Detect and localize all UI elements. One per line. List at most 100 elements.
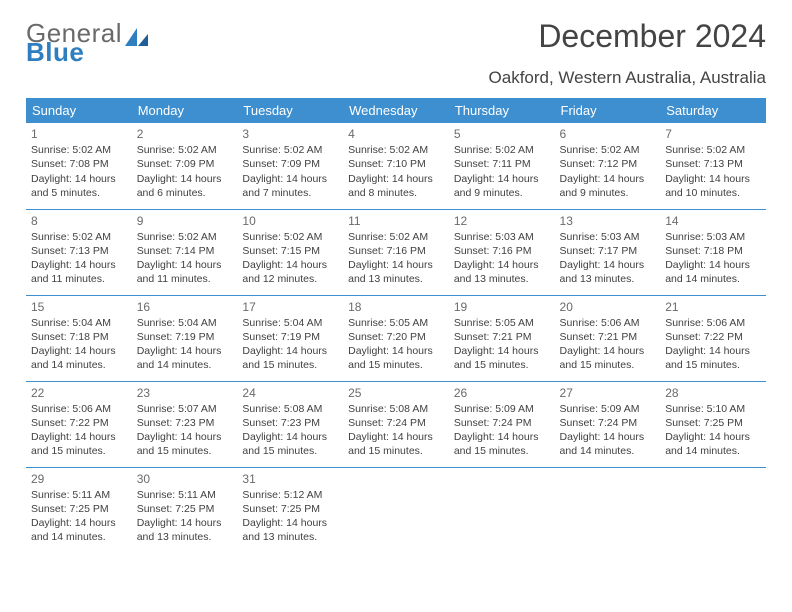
day-number: 2 <box>137 126 233 142</box>
daylight-text: Daylight: 14 hours <box>137 430 233 444</box>
daylight-text-2: and 15 minutes. <box>137 444 233 458</box>
day-number: 27 <box>560 385 656 401</box>
weekday-header: Thursday <box>449 98 555 123</box>
day-number: 23 <box>137 385 233 401</box>
sunrise-text: Sunrise: 5:07 AM <box>137 402 233 416</box>
sunset-text: Sunset: 7:23 PM <box>137 416 233 430</box>
calendar-day-cell: 31Sunrise: 5:12 AMSunset: 7:25 PMDayligh… <box>237 467 343 553</box>
sunrise-text: Sunrise: 5:02 AM <box>454 143 550 157</box>
daylight-text: Daylight: 14 hours <box>242 172 338 186</box>
weekday-header: Tuesday <box>237 98 343 123</box>
daylight-text: Daylight: 14 hours <box>348 344 444 358</box>
daylight-text-2: and 11 minutes. <box>137 272 233 286</box>
daylight-text-2: and 14 minutes. <box>665 272 761 286</box>
daylight-text-2: and 9 minutes. <box>454 186 550 200</box>
calendar-day-cell: 11Sunrise: 5:02 AMSunset: 7:16 PMDayligh… <box>343 209 449 295</box>
sunset-text: Sunset: 7:19 PM <box>242 330 338 344</box>
day-number: 11 <box>348 213 444 229</box>
sunset-text: Sunset: 7:25 PM <box>242 502 338 516</box>
calendar-day-cell: 9Sunrise: 5:02 AMSunset: 7:14 PMDaylight… <box>132 209 238 295</box>
calendar-day-cell: 7Sunrise: 5:02 AMSunset: 7:13 PMDaylight… <box>660 123 766 209</box>
daylight-text-2: and 14 minutes. <box>665 444 761 458</box>
daylight-text: Daylight: 14 hours <box>31 172 127 186</box>
calendar-week-row: 29Sunrise: 5:11 AMSunset: 7:25 PMDayligh… <box>26 467 766 553</box>
calendar-day-cell <box>660 467 766 553</box>
day-number: 17 <box>242 299 338 315</box>
calendar-day-cell: 5Sunrise: 5:02 AMSunset: 7:11 PMDaylight… <box>449 123 555 209</box>
daylight-text-2: and 11 minutes. <box>31 272 127 286</box>
day-number: 13 <box>560 213 656 229</box>
calendar-day-cell: 23Sunrise: 5:07 AMSunset: 7:23 PMDayligh… <box>132 381 238 467</box>
daylight-text: Daylight: 14 hours <box>242 516 338 530</box>
page-title: December 2024 <box>538 18 766 55</box>
weekday-header: Sunday <box>26 98 132 123</box>
daylight-text-2: and 14 minutes. <box>560 444 656 458</box>
sunrise-text: Sunrise: 5:06 AM <box>31 402 127 416</box>
daylight-text: Daylight: 14 hours <box>242 430 338 444</box>
daylight-text-2: and 14 minutes. <box>31 530 127 544</box>
day-number: 7 <box>665 126 761 142</box>
sunrise-text: Sunrise: 5:02 AM <box>348 143 444 157</box>
sunrise-text: Sunrise: 5:06 AM <box>665 316 761 330</box>
sunset-text: Sunset: 7:11 PM <box>454 157 550 171</box>
calendar-day-cell: 29Sunrise: 5:11 AMSunset: 7:25 PMDayligh… <box>26 467 132 553</box>
daylight-text-2: and 10 minutes. <box>665 186 761 200</box>
sunset-text: Sunset: 7:21 PM <box>454 330 550 344</box>
sunset-text: Sunset: 7:12 PM <box>560 157 656 171</box>
calendar-day-cell: 21Sunrise: 5:06 AMSunset: 7:22 PMDayligh… <box>660 295 766 381</box>
daylight-text: Daylight: 14 hours <box>31 516 127 530</box>
sunset-text: Sunset: 7:22 PM <box>665 330 761 344</box>
daylight-text: Daylight: 14 hours <box>137 258 233 272</box>
sunrise-text: Sunrise: 5:02 AM <box>560 143 656 157</box>
calendar-week-row: 1Sunrise: 5:02 AMSunset: 7:08 PMDaylight… <box>26 123 766 209</box>
sunrise-text: Sunrise: 5:05 AM <box>348 316 444 330</box>
weekday-header: Friday <box>555 98 661 123</box>
day-number: 22 <box>31 385 127 401</box>
sunset-text: Sunset: 7:25 PM <box>665 416 761 430</box>
daylight-text: Daylight: 14 hours <box>242 258 338 272</box>
day-number: 18 <box>348 299 444 315</box>
daylight-text: Daylight: 14 hours <box>348 258 444 272</box>
calendar-day-cell: 25Sunrise: 5:08 AMSunset: 7:24 PMDayligh… <box>343 381 449 467</box>
day-number: 25 <box>348 385 444 401</box>
day-number: 21 <box>665 299 761 315</box>
daylight-text-2: and 6 minutes. <box>137 186 233 200</box>
sunrise-text: Sunrise: 5:06 AM <box>560 316 656 330</box>
calendar-day-cell: 17Sunrise: 5:04 AMSunset: 7:19 PMDayligh… <box>237 295 343 381</box>
calendar-day-cell: 14Sunrise: 5:03 AMSunset: 7:18 PMDayligh… <box>660 209 766 295</box>
day-number: 3 <box>242 126 338 142</box>
daylight-text: Daylight: 14 hours <box>137 516 233 530</box>
daylight-text: Daylight: 14 hours <box>560 172 656 186</box>
calendar-day-cell: 13Sunrise: 5:03 AMSunset: 7:17 PMDayligh… <box>555 209 661 295</box>
sunset-text: Sunset: 7:19 PM <box>137 330 233 344</box>
sunset-text: Sunset: 7:09 PM <box>242 157 338 171</box>
day-number: 12 <box>454 213 550 229</box>
sunrise-text: Sunrise: 5:02 AM <box>31 230 127 244</box>
day-number: 8 <box>31 213 127 229</box>
daylight-text: Daylight: 14 hours <box>665 344 761 358</box>
sunrise-text: Sunrise: 5:11 AM <box>31 488 127 502</box>
sunrise-text: Sunrise: 5:04 AM <box>137 316 233 330</box>
calendar-day-cell: 10Sunrise: 5:02 AMSunset: 7:15 PMDayligh… <box>237 209 343 295</box>
day-number: 16 <box>137 299 233 315</box>
sunrise-text: Sunrise: 5:04 AM <box>242 316 338 330</box>
daylight-text-2: and 15 minutes. <box>348 358 444 372</box>
sunrise-text: Sunrise: 5:03 AM <box>560 230 656 244</box>
weekday-header: Saturday <box>660 98 766 123</box>
calendar-day-cell <box>555 467 661 553</box>
sunset-text: Sunset: 7:08 PM <box>31 157 127 171</box>
calendar-day-cell: 19Sunrise: 5:05 AMSunset: 7:21 PMDayligh… <box>449 295 555 381</box>
day-number: 5 <box>454 126 550 142</box>
calendar-day-cell <box>343 467 449 553</box>
sunrise-text: Sunrise: 5:05 AM <box>454 316 550 330</box>
daylight-text: Daylight: 14 hours <box>31 430 127 444</box>
calendar-day-cell: 16Sunrise: 5:04 AMSunset: 7:19 PMDayligh… <box>132 295 238 381</box>
day-number: 19 <box>454 299 550 315</box>
sunset-text: Sunset: 7:09 PM <box>137 157 233 171</box>
daylight-text: Daylight: 14 hours <box>31 344 127 358</box>
calendar-day-cell: 18Sunrise: 5:05 AMSunset: 7:20 PMDayligh… <box>343 295 449 381</box>
daylight-text-2: and 5 minutes. <box>31 186 127 200</box>
sunrise-text: Sunrise: 5:02 AM <box>348 230 444 244</box>
day-number: 10 <box>242 213 338 229</box>
day-number: 26 <box>454 385 550 401</box>
